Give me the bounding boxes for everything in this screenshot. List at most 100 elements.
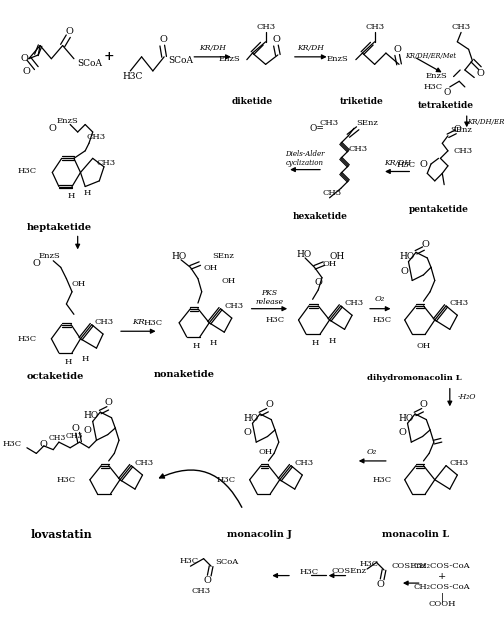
Text: CH3: CH3 [452,23,471,31]
Text: H3C: H3C [372,475,392,484]
Text: O: O [444,88,451,97]
Text: CH3: CH3 [348,145,367,153]
Text: heptaketide: heptaketide [26,224,91,233]
Text: O: O [32,259,40,268]
Text: CH3: CH3 [450,299,469,307]
Text: H3C: H3C [56,475,76,484]
Text: O: O [266,400,273,409]
Text: H: H [83,189,91,197]
Text: COSEnz: COSEnz [392,562,426,570]
Text: O: O [22,67,30,77]
Text: HO: HO [399,252,414,261]
Text: O: O [399,428,407,437]
Text: O: O [477,69,485,78]
Text: CH3: CH3 [48,435,66,442]
Text: SCoA: SCoA [78,59,103,68]
Text: H3C: H3C [265,316,284,324]
Text: KR/DH: KR/DH [384,159,411,167]
Text: H3C: H3C [2,440,21,448]
Text: monacolin L: monacolin L [383,530,450,539]
Text: CH3: CH3 [65,433,83,440]
Text: CH₂COS-CoA: CH₂COS-CoA [414,562,471,570]
Text: H: H [65,358,72,366]
Text: Diels-Alder
cyclization: Diels-Alder cyclization [285,150,325,167]
Text: HO: HO [83,412,99,420]
Text: OH: OH [204,265,218,272]
Text: COOH: COOH [428,600,456,608]
Text: H: H [209,339,217,348]
Text: H3C: H3C [372,316,392,324]
Text: H3C: H3C [397,161,416,169]
Text: CH3: CH3 [87,133,106,141]
Text: H: H [68,192,75,200]
Text: CH3: CH3 [295,459,313,467]
Text: O₂: O₂ [375,295,386,304]
Text: hexaketide: hexaketide [293,212,348,221]
Text: O: O [454,125,461,134]
Text: PKS
release: PKS release [256,289,283,306]
Text: O: O [20,54,28,63]
Text: triketide: triketide [340,98,384,107]
Text: H: H [329,337,336,344]
Text: CH3: CH3 [323,189,342,197]
Text: dihydromonacolin L: dihydromonacolin L [367,374,462,382]
Text: CH3: CH3 [365,23,384,31]
Text: O: O [421,240,429,249]
Text: H: H [312,339,319,348]
Text: O₂: O₂ [367,447,377,456]
Text: O: O [419,160,427,169]
Text: KR: KR [132,318,145,326]
Text: |: | [441,592,444,602]
Text: HO: HO [243,414,259,423]
Text: OH: OH [323,259,337,268]
Text: EnzS: EnzS [219,55,240,63]
Text: O: O [314,278,322,287]
Text: CH3: CH3 [135,459,154,467]
Text: SCoA: SCoA [215,558,238,566]
Text: HO: HO [297,250,312,259]
Text: O: O [401,266,409,275]
Text: O: O [83,426,91,435]
Text: CH3: CH3 [256,23,275,31]
Text: H3C: H3C [423,83,443,91]
Text: OH: OH [330,252,345,261]
Text: HO: HO [172,252,187,261]
Text: H3C: H3C [17,167,36,176]
Text: CH3: CH3 [96,159,115,167]
Text: EnzS: EnzS [38,252,60,260]
Text: O: O [244,428,251,437]
Text: EnzS: EnzS [425,72,447,80]
Text: OH: OH [416,343,430,350]
Text: -H₂O: -H₂O [458,394,476,401]
Text: O: O [66,27,73,36]
Text: nonaketide: nonaketide [153,370,214,379]
Text: SEnz: SEnz [212,252,234,260]
Text: pentaketide: pentaketide [409,204,469,213]
Text: CH3: CH3 [450,459,469,467]
Text: OH: OH [71,281,85,288]
Text: HO: HO [398,414,413,423]
Text: O=: O= [310,124,325,133]
Text: H3C: H3C [179,557,198,566]
Text: H3C: H3C [299,568,319,576]
Text: H3C: H3C [123,72,143,81]
Text: H3C: H3C [17,335,36,343]
Text: O: O [48,124,56,133]
Text: O: O [419,400,427,409]
Text: O: O [376,580,384,589]
Text: CH3: CH3 [344,299,363,307]
Text: O: O [159,35,167,45]
Text: CH3: CH3 [94,318,113,326]
Text: tetraketide: tetraketide [418,101,474,110]
Text: octaketide: octaketide [26,372,84,381]
Text: SEnz: SEnz [356,119,377,127]
Text: EnzS: EnzS [327,55,348,63]
Text: CH3: CH3 [191,587,210,595]
Text: +: + [103,50,114,63]
Text: H3C: H3C [216,475,235,484]
Text: O: O [393,45,401,54]
Text: O: O [204,576,211,585]
Text: EnzS: EnzS [57,117,79,125]
Text: lovastatin: lovastatin [31,528,93,540]
Text: KR/DH: KR/DH [199,44,226,52]
